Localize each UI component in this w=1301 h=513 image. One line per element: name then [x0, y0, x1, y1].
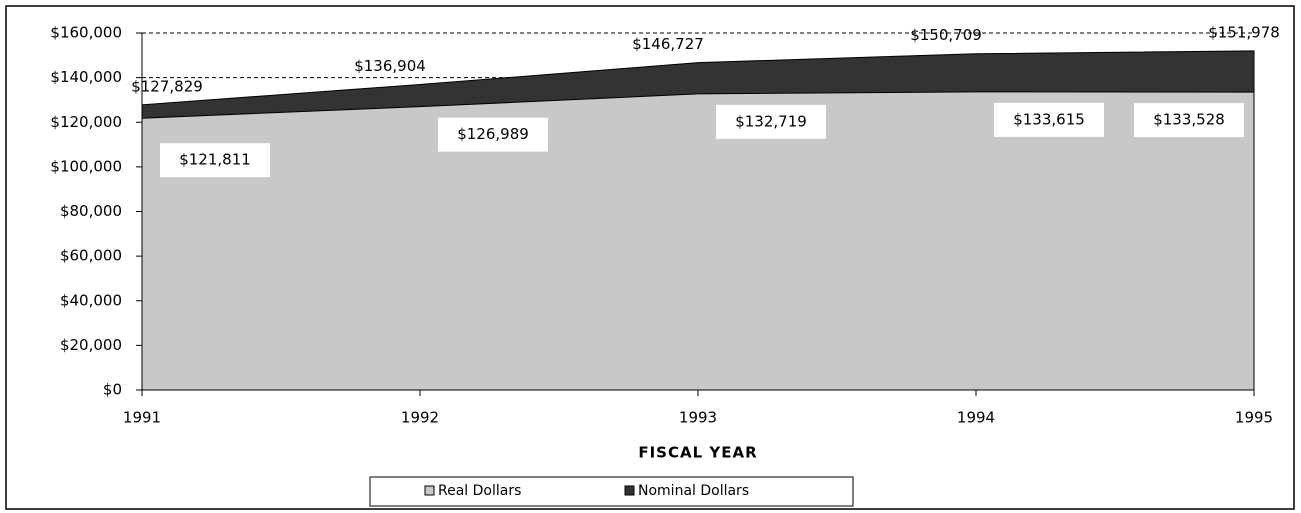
x-tick-label: 1995 [1235, 409, 1273, 427]
y-tick-label: $120,000 [50, 113, 122, 131]
data-label: $127,829 [131, 77, 203, 95]
x-tick-label: 1993 [679, 409, 717, 427]
x-tick-label: 1994 [957, 409, 995, 427]
area [141, 91, 1255, 391]
data-label: $133,528 [1153, 111, 1225, 129]
y-tick-label: $20,000 [60, 336, 122, 354]
x-tick-label: 1991 [123, 409, 161, 427]
data-label-box [994, 102, 1104, 137]
legend-label: Nominal Dollars [638, 483, 749, 499]
data-label: $151,978 [1208, 23, 1280, 41]
data-label-box [716, 104, 826, 139]
data-label-box [160, 143, 270, 178]
data-label-box [1134, 103, 1244, 138]
data-label: $133,615 [1013, 110, 1085, 128]
data-label: $136,904 [354, 57, 426, 75]
y-tick-label: $80,000 [60, 202, 122, 220]
legend-swatch [424, 485, 435, 496]
y-tick-label: $100,000 [50, 157, 122, 175]
y-tick-label: $0 [103, 381, 122, 399]
data-label: $150,709 [910, 26, 982, 44]
x-tick-label: 1992 [401, 409, 439, 427]
y-tick-label: $60,000 [60, 247, 122, 265]
legend-label: Real Dollars [438, 483, 521, 499]
data-label: $121,811 [179, 151, 251, 169]
legend [369, 476, 854, 507]
y-tick-label: $40,000 [60, 291, 122, 309]
data-label: $146,727 [632, 35, 704, 53]
data-label: $126,989 [457, 125, 529, 143]
y-tick-label: $140,000 [50, 68, 122, 86]
legend-swatch [624, 485, 635, 496]
y-tick-label: $160,000 [50, 24, 122, 42]
x-axis-label: FISCAL YEAR [638, 444, 757, 462]
data-label: $132,719 [735, 112, 807, 130]
data-label-box [438, 117, 548, 152]
